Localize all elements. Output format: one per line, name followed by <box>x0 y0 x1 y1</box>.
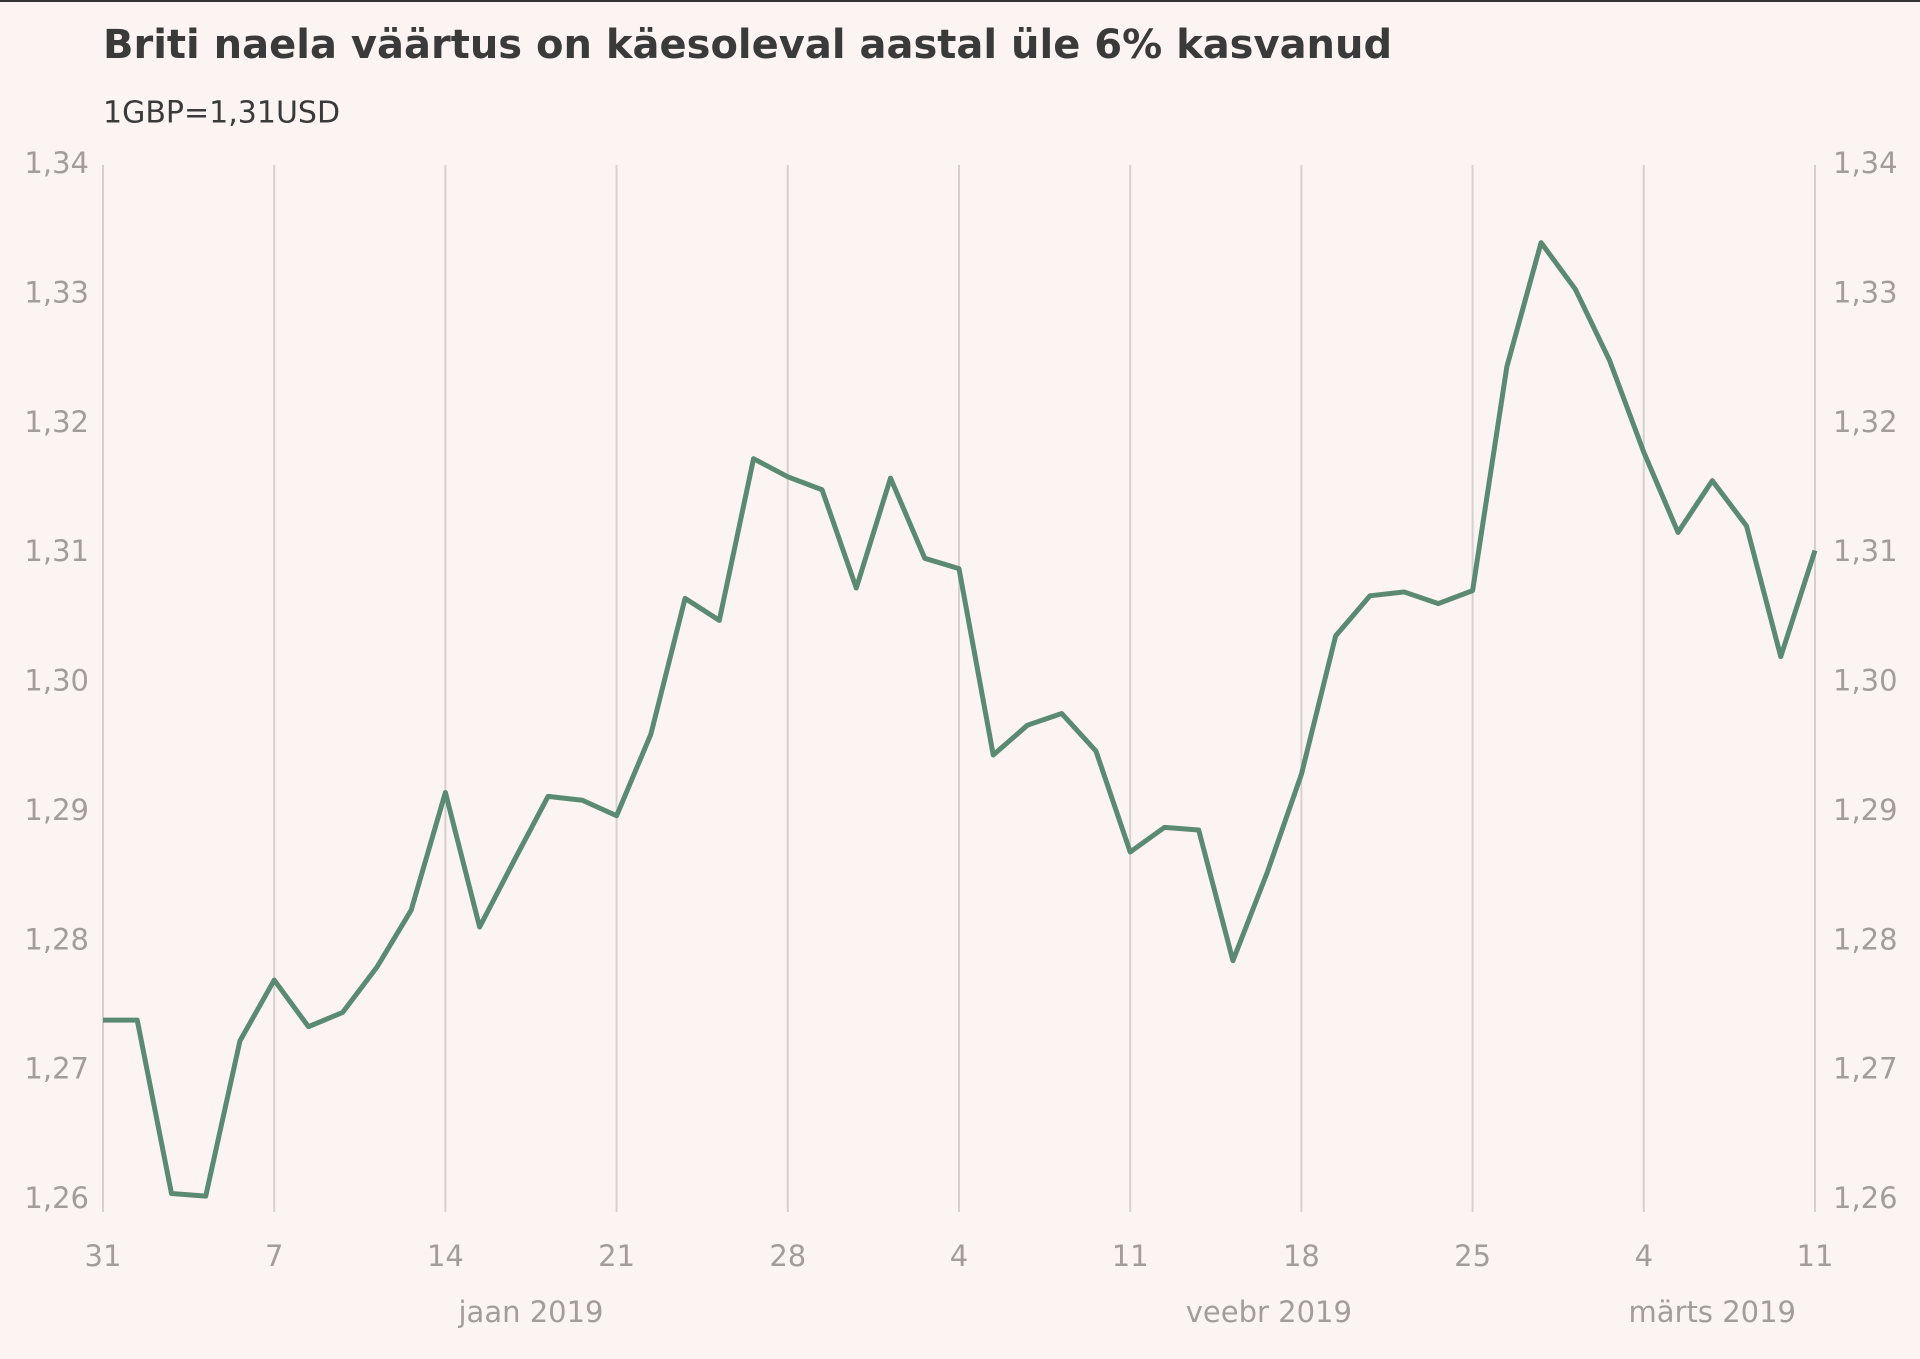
month-label: märts 2019 <box>1629 1295 1796 1329</box>
x-tick-label: 11 <box>1112 1239 1149 1273</box>
x-tick-label: 28 <box>769 1239 806 1273</box>
y-tick-label: 1,27 <box>24 1052 89 1086</box>
y-tick-label: 1,29 <box>24 793 89 827</box>
x-tick-label: 21 <box>598 1239 635 1273</box>
y2-tick-label: 1,27 <box>1833 1052 1898 1086</box>
month-label: jaan 2019 <box>458 1295 604 1329</box>
month-label: veebr 2019 <box>1186 1295 1352 1329</box>
x-tick-label: 11 <box>1797 1239 1834 1273</box>
y2-tick-label: 1,33 <box>1833 275 1898 309</box>
y2-tick-label: 1,31 <box>1833 534 1898 568</box>
y-tick-label: 1,34 <box>24 146 89 180</box>
y2-tick-label: 1,30 <box>1833 664 1898 698</box>
y2-tick-label: 1,34 <box>1833 146 1898 180</box>
line-series <box>103 240 1818 1199</box>
x-tick-label: 31 <box>85 1239 122 1273</box>
x-tick-label: 4 <box>1635 1239 1653 1273</box>
x-tick-label: 7 <box>265 1239 283 1273</box>
y-tick-label: 1,26 <box>24 1181 89 1215</box>
y-tick-label: 1,32 <box>24 405 89 439</box>
y2-tick-label: 1,29 <box>1833 793 1898 827</box>
y-tick-label: 1,31 <box>24 534 89 568</box>
chart-subtitle: 1GBP=1,31USD <box>103 96 340 131</box>
x-tick-label: 4 <box>950 1239 968 1273</box>
y2-tick-label: 1,26 <box>1833 1181 1898 1215</box>
y2-tick-label: 1,32 <box>1833 405 1898 439</box>
x-tick-label: 14 <box>427 1239 464 1273</box>
x-tick-label: 18 <box>1283 1239 1320 1273</box>
y-tick-label: 1,30 <box>24 664 89 698</box>
y2-tick-label: 1,28 <box>1833 922 1898 956</box>
chart-title: Briti naela väärtus on käesoleval aastal… <box>103 22 1392 68</box>
y-tick-label: 1,33 <box>24 275 89 309</box>
x-tick-label: 25 <box>1454 1239 1491 1273</box>
y-tick-label: 1,28 <box>24 922 89 956</box>
